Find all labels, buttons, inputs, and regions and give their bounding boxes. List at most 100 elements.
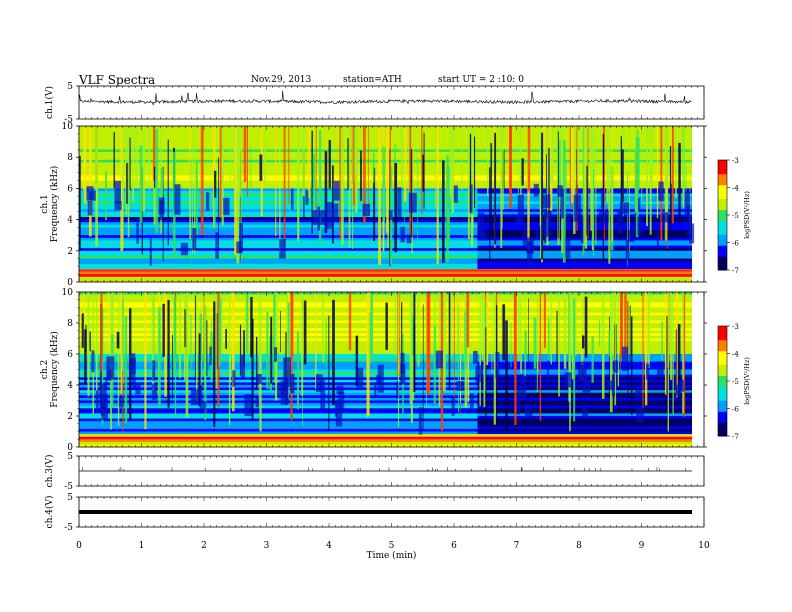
spectrogram-streak	[199, 313, 203, 364]
spectrogram-streak	[537, 292, 539, 372]
spectrogram-streak	[635, 136, 639, 238]
spectrogram-streak	[124, 316, 128, 424]
spectrogram-dark-patch	[283, 357, 291, 387]
spectrogram-dark-patch	[215, 232, 219, 259]
spectrogram-streak	[558, 292, 560, 397]
spectrogram-dark-patch	[657, 361, 664, 379]
spectrogram-row-band	[79, 320, 478, 324]
spectrogram-streak	[426, 292, 430, 396]
spectrogram-ch2: 0 2 4 6 8 10 ch.2 Frequency (kHz) -3 -4 -5 -6 -7 logP…	[40, 288, 751, 453]
colorbar-segment	[718, 411, 727, 415]
spectrogram-streak	[446, 155, 449, 263]
spectrogram-streak	[259, 154, 263, 181]
spectrogram-streak	[328, 315, 330, 431]
spectrogram-row-band	[477, 253, 692, 257]
spectrogram-dark-patch	[91, 350, 95, 373]
spectrogram-streak	[385, 302, 388, 350]
spectrogram-streak	[287, 302, 290, 390]
spectrogram-streak	[449, 126, 452, 198]
spectrogram-row-band	[79, 297, 478, 301]
spectrogram-row-band	[79, 444, 478, 448]
spectrogram-row-band	[79, 237, 478, 241]
spectrogram-row-band	[477, 426, 692, 430]
spectrogram-row-band	[477, 423, 692, 427]
spectrogram-streak	[548, 318, 550, 361]
y-tick-label: -5	[64, 115, 73, 125]
spectrogram-row-band	[79, 304, 478, 308]
spectrogram-dark-patch	[232, 370, 236, 387]
spectrogram-streak	[144, 292, 147, 430]
spectrogram-low-line	[79, 269, 692, 272]
spectrogram-streak	[609, 292, 613, 413]
spectrogram-streak	[598, 320, 601, 347]
spectrogram-row-band	[79, 188, 478, 192]
spectrogram-streak	[520, 126, 522, 201]
spectrogram-streak	[243, 126, 247, 183]
spectrogram-streak	[444, 126, 446, 247]
spectrogram-streak	[586, 165, 588, 236]
spectrogram-dark-patch	[334, 402, 338, 417]
spectrogram-dark-patch	[290, 373, 295, 394]
spectrogram-streak	[433, 326, 436, 404]
spectrogram-streak	[582, 127, 585, 256]
spectrogram-streak	[198, 333, 201, 407]
spectrogram-dark-patch	[159, 200, 164, 221]
spectrogram-dark-patch	[607, 380, 615, 391]
spectrogram-streak	[251, 318, 254, 421]
spectrogram-streak	[576, 126, 578, 231]
y-tick-label: -5	[64, 523, 73, 533]
spectrogram-streak	[536, 292, 538, 393]
spectrogram-row-band	[79, 162, 478, 166]
spectrogram-streak	[219, 126, 222, 219]
spectrogram-dark-patch	[418, 407, 423, 436]
colorbar-segment	[718, 425, 727, 429]
waveform-ch3: 5 -5 ch.3(V)	[44, 452, 705, 492]
spectrogram-streak	[155, 129, 159, 234]
colorbar-label: logPSD(V²/Hz)	[743, 191, 751, 239]
spectrogram-dark-patch	[209, 346, 212, 366]
spectrogram-row-band	[477, 271, 692, 275]
spectrogram-row-band	[79, 133, 478, 137]
spectrogram-dark-patch	[223, 197, 230, 216]
spectrogram-dark-patch	[676, 384, 681, 397]
spectrogram-streak	[217, 292, 220, 407]
colorbar-segment	[718, 237, 727, 241]
spectrogram-streak	[113, 132, 115, 189]
y-tick-label: 8	[67, 319, 73, 329]
spectrogram-row-band	[79, 245, 478, 249]
spectrogram-streak	[467, 126, 470, 240]
colorbar-segment	[718, 414, 727, 418]
spectrogram-streak	[217, 292, 219, 407]
spectrogram-streak	[194, 126, 196, 255]
spectrogram-streak	[275, 292, 278, 401]
spectrogram-dark-patch	[560, 188, 564, 219]
spectrogram-streak	[397, 292, 400, 428]
spectrogram-dark-patch	[543, 210, 552, 237]
spectrogram-dark-patch	[129, 357, 136, 374]
spectrogram-streak	[644, 292, 648, 406]
colorbar-segment	[718, 248, 727, 252]
spectrogram-streak	[152, 126, 156, 181]
spectrogram-streak	[194, 295, 196, 382]
spectrogram-row-band	[79, 431, 478, 435]
spectrogram-streak	[245, 294, 249, 354]
spectrogram-streak	[240, 126, 242, 262]
spectrogram-streak	[273, 293, 277, 383]
spectrogram-streak	[403, 126, 407, 202]
y-axis-frequency-label: Frequency (kHz)	[49, 166, 60, 243]
spectrogram-row-band	[79, 139, 478, 142]
station-label: station=ATH	[343, 75, 402, 85]
spectrogram-dark-patch	[236, 241, 242, 254]
spectrogram-streak	[409, 126, 412, 236]
colorbar-segment	[718, 195, 727, 199]
spectrogram-streak	[264, 126, 266, 183]
spectrogram-streak	[469, 133, 472, 212]
spectrogram-streak	[142, 126, 146, 212]
spectrogram-streak	[682, 292, 684, 414]
colorbar-segment	[718, 331, 727, 335]
spectrogram-dark-patch	[658, 181, 664, 201]
colorbar-segment	[718, 231, 727, 235]
spectrogram-dark-patch	[686, 205, 691, 236]
spectrogram-streak	[382, 147, 386, 222]
spectrogram-streak	[394, 292, 397, 356]
